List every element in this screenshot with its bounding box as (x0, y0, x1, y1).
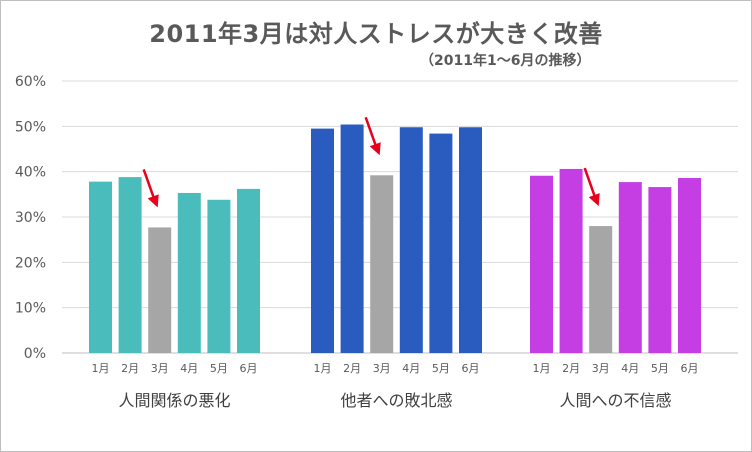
bar (429, 133, 453, 353)
bar (340, 124, 364, 354)
bar (118, 177, 142, 353)
bar (678, 178, 701, 353)
y-tick-label: 40% (15, 165, 46, 181)
bar (237, 188, 260, 353)
bar (648, 187, 672, 353)
bar (530, 175, 553, 353)
month-label: 6月 (240, 362, 258, 375)
month-label: 6月 (462, 362, 480, 375)
bar (459, 127, 482, 354)
bar (89, 181, 112, 353)
month-label: 1月 (314, 362, 332, 375)
bar (399, 127, 423, 354)
y-tick-label: 50% (15, 119, 46, 135)
month-label: 4月 (621, 362, 639, 375)
arrow-icon (583, 167, 600, 207)
month-label: 5月 (651, 362, 669, 375)
bar (589, 226, 613, 353)
bar (207, 199, 231, 353)
group-label: 人間関係の悪化 (118, 391, 230, 410)
highlight-arrows (142, 116, 600, 208)
month-label: 2月 (121, 362, 139, 375)
bar (559, 168, 583, 353)
bar (177, 192, 201, 353)
month-label: 2月 (562, 362, 580, 375)
bar (370, 175, 394, 353)
month-label: 2月 (343, 362, 361, 375)
group-labels: 人間関係の悪化 他者への敗北感 人間への不信感 (118, 391, 671, 410)
month-label: 1月 (92, 362, 110, 375)
month-label: 4月 (180, 362, 198, 375)
y-tick-label: 10% (15, 301, 46, 317)
y-tick-label: 0% (24, 346, 46, 362)
month-label: 3月 (151, 362, 169, 375)
month-label: 3月 (373, 362, 391, 375)
bar (618, 182, 642, 353)
bar (311, 128, 334, 353)
chart-title: 2011年3月は対人ストレスが大きく改善 (149, 20, 603, 48)
month-labels: 1月 2月 3月 4月 5月 6月 1月 2月 3月 4月 5月 6月 1月 2月 3月 4月 5月 6月 (92, 362, 699, 375)
arrow-icon (142, 169, 159, 208)
y-axis: 0% 10% 20% 30% 40% 50% 60% (15, 74, 46, 362)
month-label: 5月 (210, 362, 228, 375)
arrow-icon (364, 116, 381, 156)
bar (148, 227, 172, 353)
y-tick-label: 20% (15, 255, 46, 271)
group-label: 人間への不信感 (559, 391, 671, 410)
month-label: 1月 (533, 362, 551, 375)
y-tick-label: 30% (15, 210, 46, 226)
month-label: 6月 (681, 362, 699, 375)
bars (89, 124, 701, 354)
group-label: 他者への敗北感 (340, 391, 452, 410)
month-label: 4月 (402, 362, 420, 375)
month-label: 5月 (432, 362, 450, 375)
month-label: 3月 (592, 362, 610, 375)
chart-subtitle: （2011年1～6月の推移） (420, 53, 591, 69)
y-tick-label: 60% (15, 74, 46, 90)
